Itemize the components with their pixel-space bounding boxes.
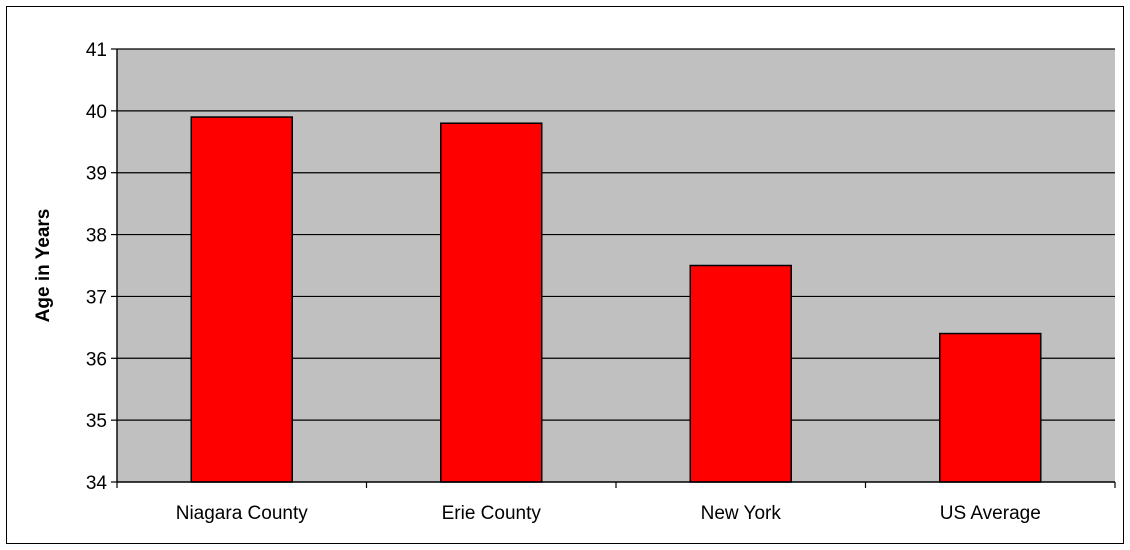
y-axis-title: Age in Years [33,209,54,323]
axes [111,48,1116,488]
bar-chart: 34 35 36 37 38 39 40 41 Niagara County Erie Coun… [33,40,1116,524]
y-tick-label: 41 [86,40,107,61]
x-tick-label: Niagara County [176,503,309,524]
bar [939,332,1042,483]
y-tick-label: 35 [86,411,107,432]
y-tick-label: 36 [86,349,107,370]
x-tick-label: US Average [940,503,1041,524]
y-tick-label: 34 [86,473,108,494]
bar [440,122,543,483]
bar [689,264,792,483]
x-tick-label: New York [701,503,782,524]
bar [190,116,293,483]
x-tick-labels: Niagara County Erie County New York US Aver… [176,503,1041,524]
y-tick-label: 37 [86,287,107,308]
y-tick-label: 38 [86,226,107,247]
y-tick-label: 39 [86,164,107,185]
y-tick-labels: 34 35 36 37 38 39 40 41 [86,40,108,494]
chart-frame: 34 35 36 37 38 39 40 41 Niagara County Erie Coun… [6,6,1124,544]
y-tick-label: 40 [86,102,107,123]
x-tick-label: Erie County [442,503,542,524]
